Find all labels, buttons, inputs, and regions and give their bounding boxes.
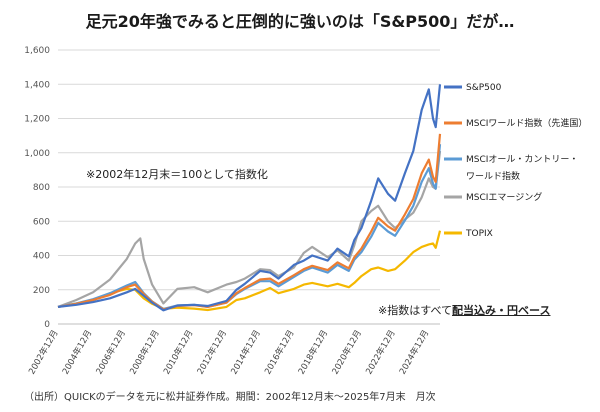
y-tick-label: 400 xyxy=(33,252,50,262)
x-tick-label: 2020年12月 xyxy=(330,328,364,376)
legend-label: MSCIエマージング xyxy=(466,191,542,203)
legend-label: ワールド指数 xyxy=(466,170,520,182)
source-note: （出所）QUICKのデータを元に松井証券作成。期間：2002年12月末～2025… xyxy=(24,392,436,403)
dividend-note: ※指数はすべて配当込み・円ベース xyxy=(378,302,550,318)
chart-title: 足元20年強でみると圧倒的に強いのは「S&P500」だが… xyxy=(85,12,515,31)
y-tick-label: 1,600 xyxy=(24,46,50,56)
x-tick-label: 2014年12月 xyxy=(229,328,263,376)
y-tick-label: 1,000 xyxy=(24,149,50,159)
y-tick-label: 200 xyxy=(33,286,50,296)
x-tick-label: 2004年12月 xyxy=(60,328,94,376)
legend-label: MSCIワールド指数（先進国） xyxy=(466,117,587,129)
x-tick-label: 2012年12月 xyxy=(195,328,229,376)
x-tick-label: 2008年12月 xyxy=(127,328,161,376)
y-tick-label: 0 xyxy=(44,320,50,330)
legend-label: S&P500 xyxy=(466,83,502,93)
x-tick-label: 2016年12月 xyxy=(262,328,296,376)
y-tick-label: 1,400 xyxy=(24,80,50,90)
x-tick-label: 2022年12月 xyxy=(363,328,397,376)
x-tick-label: 2024年12月 xyxy=(397,328,431,376)
x-tick-label: 2006年12月 xyxy=(94,328,128,376)
y-tick-label: 600 xyxy=(33,217,50,227)
index-note: ※2002年12月末＝100として指数化 xyxy=(86,168,268,181)
dividend-note-emphasis: 配当込み・円ベース xyxy=(452,304,551,317)
y-tick-label: 1,200 xyxy=(24,115,50,125)
legend-label: TOPIX xyxy=(465,229,493,239)
dividend-note-prefix: ※指数はすべて xyxy=(378,304,453,317)
y-tick-label: 800 xyxy=(33,183,50,193)
legend-label: MSCIオール・カントリー・ xyxy=(466,154,578,165)
series-line-4 xyxy=(57,230,442,312)
x-tick-label: 2002年12月 xyxy=(26,328,60,376)
series-line-0 xyxy=(57,84,442,312)
series-line-1 xyxy=(57,133,442,311)
x-tick-label: 2018年12月 xyxy=(296,328,330,376)
x-tick-label: 2010年12月 xyxy=(161,328,195,376)
